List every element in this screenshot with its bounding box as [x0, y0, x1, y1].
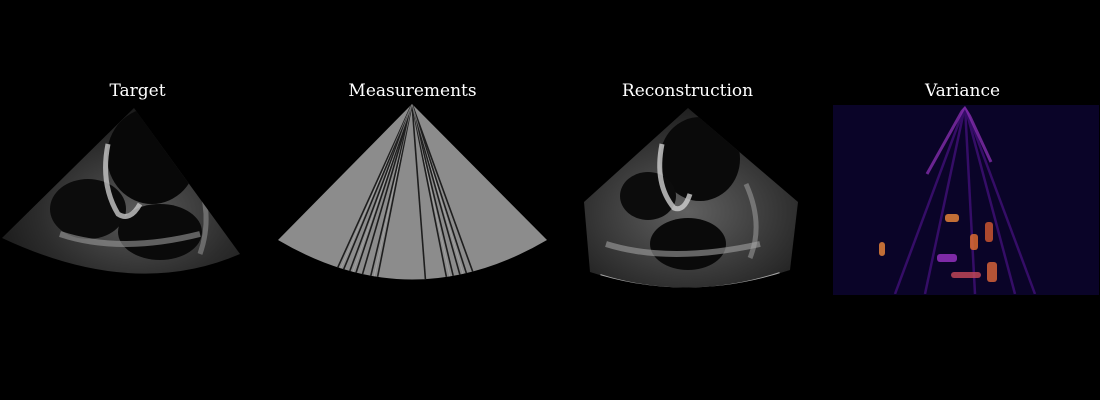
panel-title-variance: Variance — [924, 81, 1001, 101]
variance-heatmap-image — [833, 105, 1099, 295]
reconstruction-ultrasound-image — [584, 108, 798, 288]
target-ultrasound-image — [2, 108, 240, 274]
panel-title-target: Target — [109, 81, 166, 101]
panel-reconstruction: Reconstruction — [550, 0, 825, 400]
panel-variance: Variance — [825, 0, 1100, 400]
panel-measurements: Measurements — [275, 0, 550, 400]
measurements-scanline-image — [278, 104, 547, 280]
panel-title-reconstruction: Reconstruction — [621, 81, 754, 101]
panel-title-measurements: Measurements — [348, 81, 477, 101]
panel-target: Target — [0, 0, 275, 400]
